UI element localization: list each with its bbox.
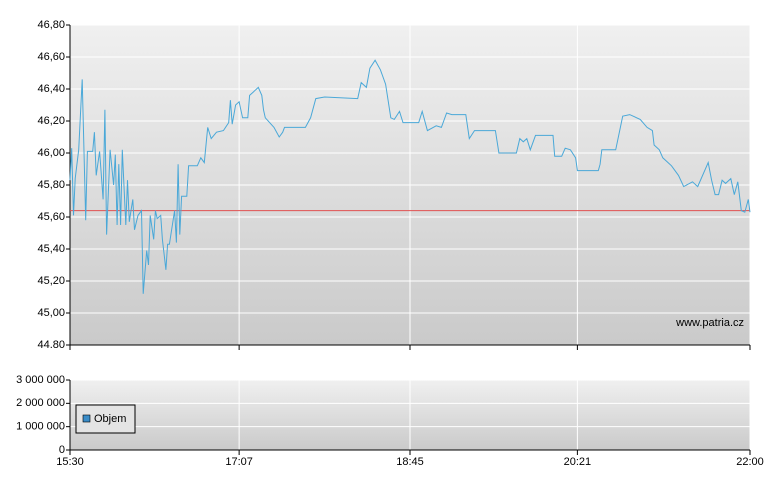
x-tick-label: 20:21	[564, 456, 592, 468]
y-tick-label: 45,40	[37, 243, 65, 255]
y-tick-label: 45,20	[37, 275, 65, 287]
x-tick-label: 22:00	[736, 456, 764, 468]
y-tick-label: 46,00	[37, 147, 65, 159]
y-tick-label: 45,80	[37, 179, 65, 191]
y-tick-label: 0	[59, 444, 65, 456]
legend-swatch	[82, 414, 91, 423]
price-line	[69, 59, 751, 294]
y-tick-label: 46,60	[37, 51, 65, 63]
y-tick-label: 45,60	[37, 211, 65, 223]
y-tick-label: 46,40	[37, 83, 65, 95]
x-tick-label: 18:45	[396, 456, 424, 468]
y-tick-label: 3 000 000	[16, 374, 65, 386]
y-tick-label: 45,00	[37, 307, 65, 319]
y-tick-label: 44.80	[37, 339, 65, 351]
y-tick-label: 2 000 000	[16, 397, 65, 409]
x-tick-label: 17:07	[225, 456, 253, 468]
watermark: www.patria.cz	[675, 317, 744, 329]
y-tick-label: 46,20	[37, 115, 65, 127]
x-tick-label: 15:30	[56, 456, 84, 468]
legend-label: Objem	[94, 413, 126, 425]
y-tick-label: 46,80	[37, 19, 65, 31]
y-tick-label: 1 000 000	[16, 421, 65, 433]
